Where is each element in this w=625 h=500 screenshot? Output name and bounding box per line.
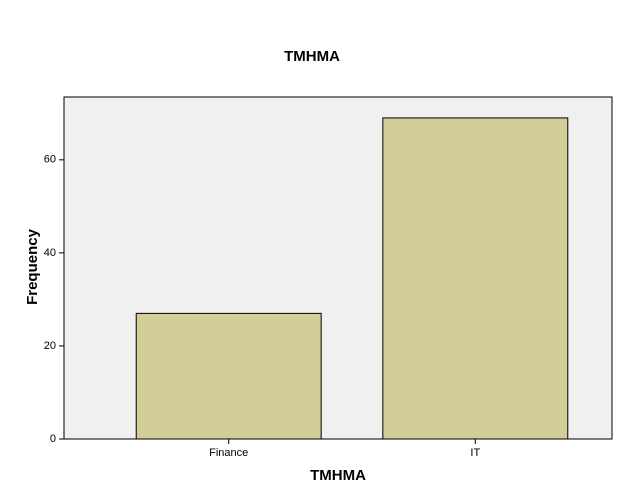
bar [382,117,569,440]
y-tick-label: 0 [50,433,56,445]
x-axis-label: TMHMA [310,467,366,484]
y-tick-label: 20 [44,340,56,352]
x-tick-label: Finance [209,447,248,459]
chart-title: TMHMA [284,48,340,65]
bar [135,312,322,440]
x-tick-label: IT [470,447,480,459]
y-axis-label: Frequency [24,228,41,305]
y-tick-label: 60 [44,154,56,166]
y-tick-label: 40 [44,247,56,259]
